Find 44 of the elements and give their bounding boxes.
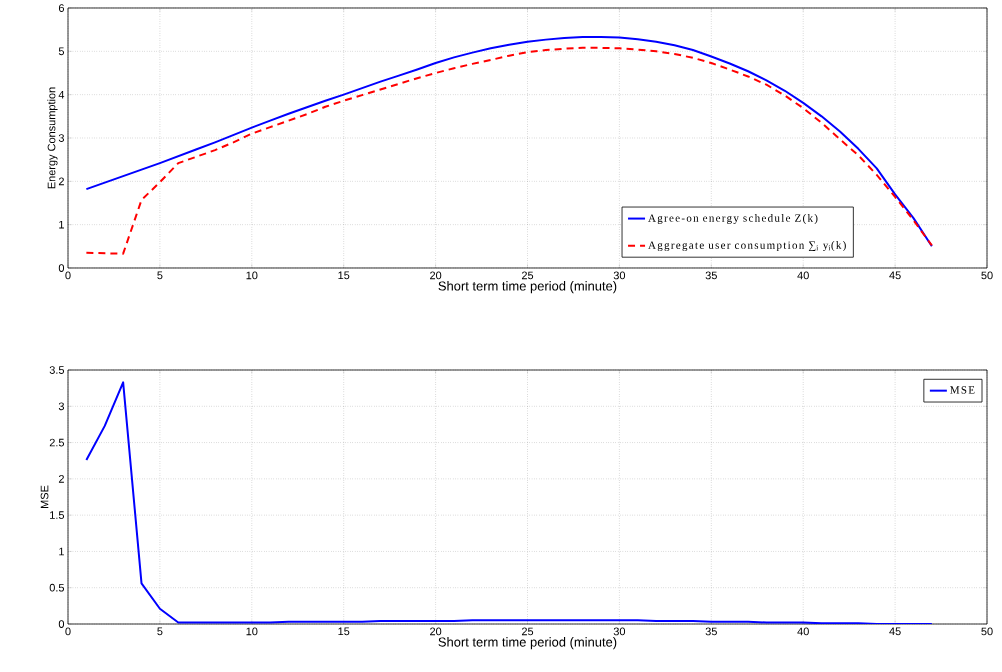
y-tick-label: 3 (58, 134, 64, 142)
x-tick-label: 25 (521, 271, 534, 280)
x-tick-label: 5 (157, 627, 163, 636)
x-axis-title: Short term time period (minute) (438, 637, 617, 650)
y-tick-label: 0 (58, 620, 65, 628)
x-axis-title: Short term time period (minute) (438, 281, 617, 294)
x-tick-label: 10 (246, 627, 258, 636)
y-tick-label: 2 (58, 177, 64, 186)
y-tick-label: 5 (58, 47, 65, 56)
x-tick-label: 50 (981, 271, 993, 280)
y-tick-label: 6 (58, 4, 64, 12)
legend-label: MSE (950, 386, 975, 394)
x-tick-label: 45 (889, 627, 901, 636)
y-tick-label: 2 (58, 475, 64, 483)
x-tick-label: 15 (338, 627, 350, 636)
x-tick-label: 20 (430, 271, 442, 280)
x-tick-label: 0 (65, 627, 71, 636)
y-tick-label: 1.5 (50, 511, 65, 519)
y-tick-label: 1 (59, 220, 64, 229)
x-tick-label: 25 (521, 627, 534, 636)
x-tick-label: 40 (797, 271, 809, 280)
y-axis-title: MSE (40, 485, 49, 508)
x-tick-label: 10 (246, 271, 258, 280)
legend-label: Aggregate user consumption ∑$_{i}$ y$_{i}$(k) (648, 241, 846, 252)
y-tick-label: 4 (58, 90, 65, 99)
x-tick-label: 15 (338, 271, 350, 280)
y-tick-label: 1 (59, 547, 64, 556)
y-tick-label: 0.5 (49, 583, 65, 592)
x-tick-label: 5 (157, 271, 163, 280)
x-tick-label: 40 (797, 627, 809, 636)
y-tick-label: 2.5 (49, 438, 65, 447)
x-tick-label: 30 (613, 271, 626, 280)
y-tick-label: 3.5 (49, 366, 65, 374)
y-tick-label: 0 (58, 264, 65, 272)
y-tick-label: 3 (58, 402, 64, 411)
x-tick-label: 35 (705, 271, 717, 280)
x-tick-label: 20 (430, 627, 442, 636)
y-axis-title: Energy Consumption (47, 87, 58, 189)
legend-label: Agree-on energy schedule Z(k) (648, 214, 818, 224)
x-tick-label: 30 (613, 627, 626, 636)
x-tick-label: 45 (889, 271, 901, 280)
x-tick-label: 50 (981, 627, 993, 636)
x-tick-label: 35 (705, 627, 717, 636)
x-tick-label: 0 (65, 271, 71, 280)
